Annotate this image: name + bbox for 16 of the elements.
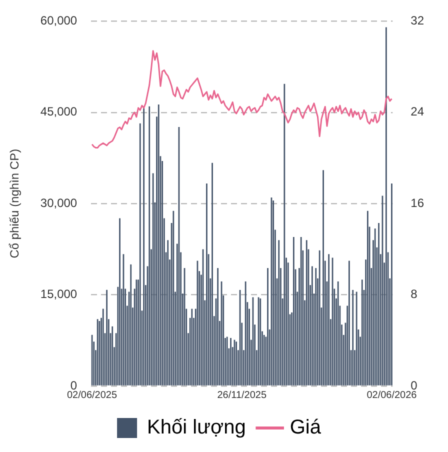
y-tick-label: 0 bbox=[70, 378, 78, 392]
y-tick-label: 15,000 bbox=[40, 287, 78, 302]
y2-tick-label: 8 bbox=[410, 287, 418, 302]
y2-tick-label: 16 bbox=[410, 196, 424, 210]
x-tick-label: 02/06/2025 bbox=[66, 390, 118, 401]
y-tick-label: 60,000 bbox=[40, 14, 78, 28]
y2-tick-label: 24 bbox=[410, 104, 424, 119]
y-tick-label: 30,000 bbox=[40, 196, 78, 210]
y2-tick-label: 32 bbox=[410, 14, 424, 28]
y-tick-label: 45,000 bbox=[40, 104, 78, 119]
legend-label: Giá bbox=[290, 416, 322, 439]
y-axis-title: Cổ phiếu (nghìn CP) bbox=[8, 148, 22, 258]
x-tick-label: 26/11/2025 bbox=[217, 390, 267, 401]
legend-label: Khối lượng bbox=[147, 416, 246, 439]
x-tick-label: 02/06/2026 bbox=[366, 390, 418, 401]
y2-tick-label: 0 bbox=[410, 378, 418, 392]
